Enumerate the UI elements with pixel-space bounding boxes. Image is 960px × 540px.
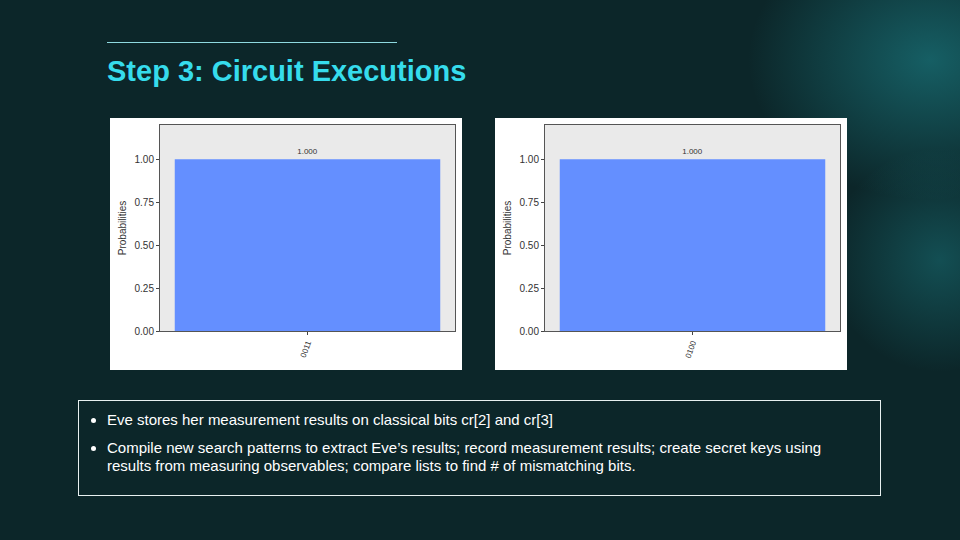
svg-text:1.00: 1.00 bbox=[520, 154, 540, 165]
svg-text:0.25: 0.25 bbox=[520, 283, 540, 294]
svg-text:0.00: 0.00 bbox=[520, 326, 540, 337]
html-text:Compile new search patterns to: Compile new search patterns to extract E… bbox=[107, 439, 822, 474]
html-text:Step 3: Circuit Executions: Step 3: Circuit Executions bbox=[107, 55, 467, 87]
svg-text:0.25: 0.25 bbox=[135, 283, 155, 294]
svg-text:1.000: 1.000 bbox=[682, 147, 703, 156]
html-text:Eve stores her measurement res: Eve stores her measurement results on cl… bbox=[107, 411, 553, 428]
svg-text:0.00: 0.00 bbox=[135, 326, 155, 337]
svg-text:Probabilities: Probabilities bbox=[502, 201, 513, 255]
svg-text:0.50: 0.50 bbox=[520, 240, 540, 251]
svg-text:1.00: 1.00 bbox=[135, 154, 155, 165]
svg-text:0.75: 0.75 bbox=[135, 197, 155, 208]
svg-text:Probabilities: Probabilities bbox=[117, 201, 128, 255]
svg-text:0100: 0100 bbox=[684, 339, 699, 359]
svg-text:0.50: 0.50 bbox=[135, 240, 155, 251]
svg-text:1.000: 1.000 bbox=[297, 147, 318, 156]
svg-text:0011: 0011 bbox=[299, 339, 314, 359]
svg-text:0.75: 0.75 bbox=[520, 197, 540, 208]
